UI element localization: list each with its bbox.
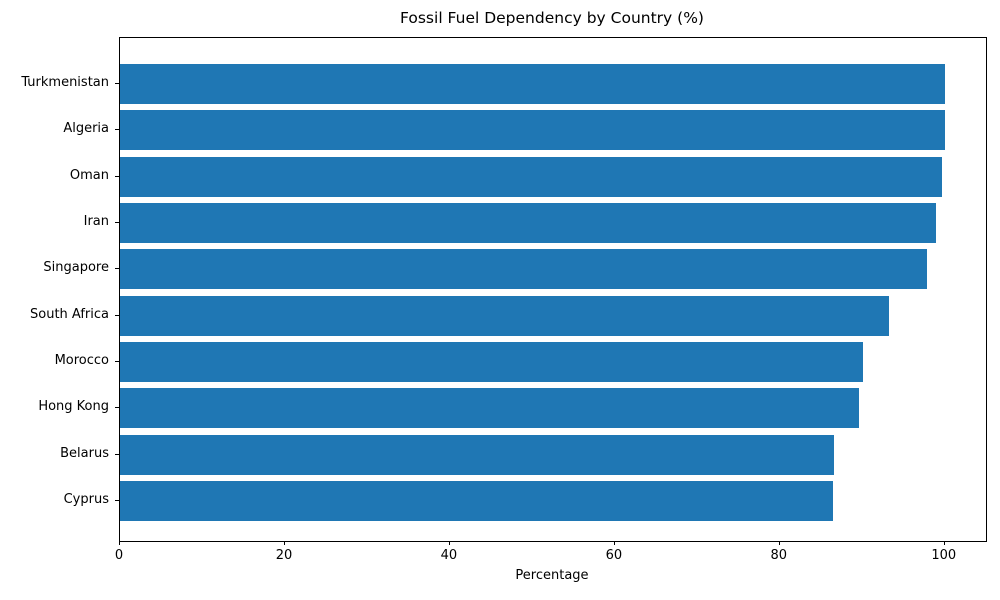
- bar: [120, 480, 833, 521]
- bar: [120, 388, 859, 429]
- plot-area: [119, 37, 987, 542]
- bar: [120, 64, 945, 104]
- bar: [120, 202, 936, 243]
- y-tick-label: Hong Kong: [38, 399, 109, 415]
- y-tick-mark: [115, 314, 119, 316]
- y-tick-label: Turkmenistan: [21, 75, 109, 90]
- x-tick-label: 40: [440, 548, 458, 563]
- bar: [120, 295, 889, 336]
- y-tick-mark: [115, 499, 119, 501]
- y-tick-mark: [115, 453, 119, 455]
- y-tick-label: Cyprus: [63, 491, 109, 507]
- y-tick-mark: [115, 221, 119, 223]
- y-tick-label: Singapore: [43, 260, 109, 276]
- y-tick-label: South Africa: [30, 306, 109, 322]
- x-tick-mark: [778, 541, 780, 545]
- bar: [120, 434, 835, 475]
- y-tick-mark: [115, 83, 119, 84]
- y-tick-mark: [115, 407, 119, 409]
- chart-title: Fossil Fuel Dependency by Country (%): [400, 9, 704, 27]
- x-tick-label: 0: [114, 548, 124, 563]
- y-tick-label: Algeria: [63, 121, 109, 137]
- y-tick-mark: [115, 360, 119, 362]
- x-tick-label: 60: [605, 548, 623, 563]
- x-tick-label: 100: [931, 548, 957, 563]
- x-tick-label: 20: [275, 548, 293, 563]
- y-tick-mark: [115, 175, 119, 177]
- bar: [120, 156, 942, 197]
- x-tick-mark: [284, 541, 285, 545]
- y-tick-label: Oman: [69, 167, 109, 183]
- x-tick-mark: [119, 541, 120, 545]
- y-tick-mark: [115, 268, 119, 270]
- bar: [120, 110, 945, 151]
- bar: [120, 341, 864, 382]
- x-tick-mark: [943, 541, 945, 545]
- y-tick-mark: [115, 129, 119, 131]
- x-tick-mark: [448, 541, 450, 545]
- y-tick-label: Iran: [83, 213, 109, 229]
- y-tick-label: Morocco: [54, 352, 109, 368]
- x-axis-label: Percentage: [515, 568, 589, 583]
- x-tick-label: 80: [770, 548, 788, 563]
- y-tick-label: Belarus: [60, 445, 109, 461]
- x-tick-mark: [613, 541, 615, 545]
- bar: [120, 249, 927, 290]
